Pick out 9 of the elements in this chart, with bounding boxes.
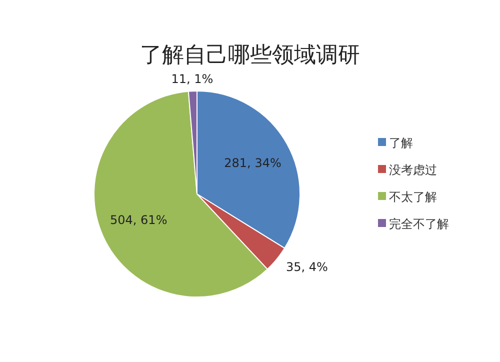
data-label: 11, 1% bbox=[171, 72, 214, 86]
data-label: 281, 34% bbox=[224, 156, 282, 170]
chart-title: 了解自己哪些领域调研 bbox=[140, 43, 360, 68]
legend-label: 了解 bbox=[389, 136, 413, 150]
data-label: 35, 4% bbox=[286, 260, 328, 274]
legend-label: 没考虑过 bbox=[389, 163, 437, 177]
legend-label: 完全不了解 bbox=[389, 217, 449, 231]
data-label: 504, 61% bbox=[110, 212, 168, 227]
legend-label: 不太了解 bbox=[389, 190, 437, 204]
